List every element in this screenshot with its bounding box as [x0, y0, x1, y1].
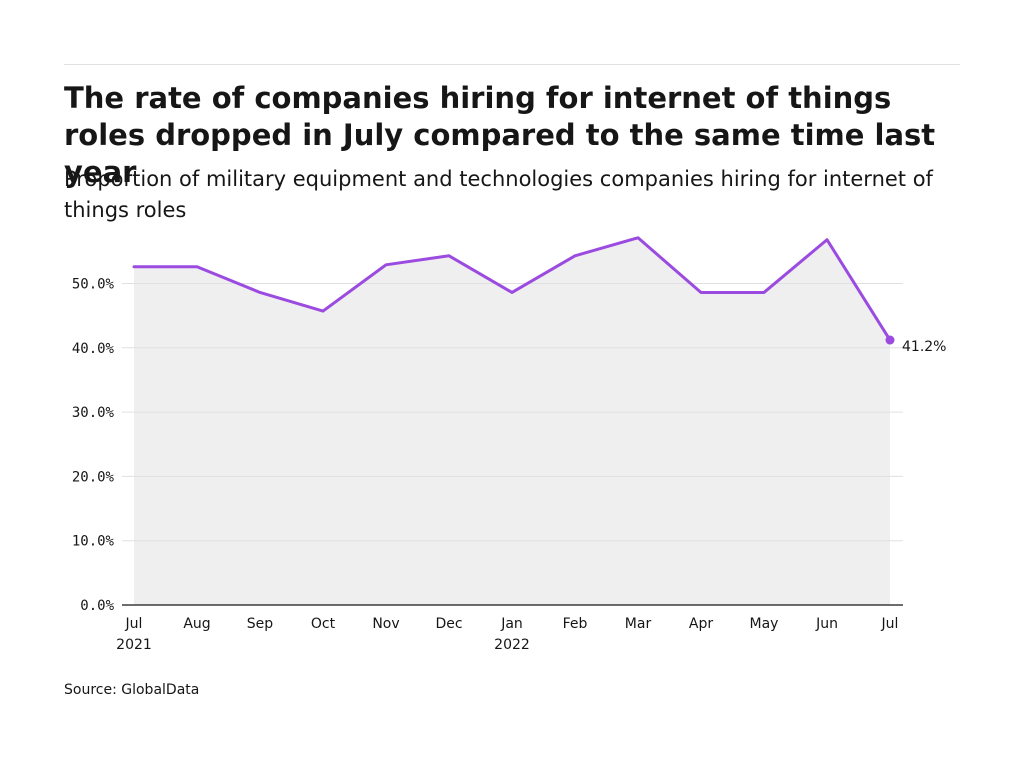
x-tick-label: Apr [689, 616, 713, 632]
x-tick-label: Mar [625, 616, 652, 632]
end-point-marker [885, 335, 895, 345]
x-tick-label: Jul 2021 [116, 616, 152, 653]
series-line [132, 236, 892, 342]
x-tick-label: Dec [435, 616, 462, 632]
x-tick-label: Jan 2022 [494, 616, 530, 653]
y-tick-label: 40.0% [72, 341, 115, 357]
top-divider [64, 64, 960, 65]
x-tick-label: Sep [247, 616, 274, 632]
y-tick-label: 20.0% [72, 469, 115, 485]
x-tick-label: Jun [815, 616, 838, 632]
x-tick-label: Jul [881, 616, 899, 632]
y-tick-label: 50.0% [72, 276, 115, 292]
x-tick-label: Nov [372, 616, 399, 632]
x-tick-label: May [750, 616, 779, 632]
x-tick-label: Aug [183, 616, 210, 632]
y-tick-label: 0.0% [80, 598, 114, 614]
area-fill [134, 237, 890, 605]
y-tick-label: 30.0% [72, 405, 115, 421]
end-value-label: 41.2% [902, 339, 946, 355]
x-tick-label: Feb [563, 616, 588, 632]
chart-title: The rate of companies hiring for interne… [64, 81, 936, 189]
x-tick-label: Oct [311, 616, 336, 632]
y-tick-label: 10.0% [72, 534, 115, 550]
chart-subtitle: Proportion of military equipment and tec… [64, 167, 933, 222]
source-note: Source: GlobalData [64, 682, 200, 698]
